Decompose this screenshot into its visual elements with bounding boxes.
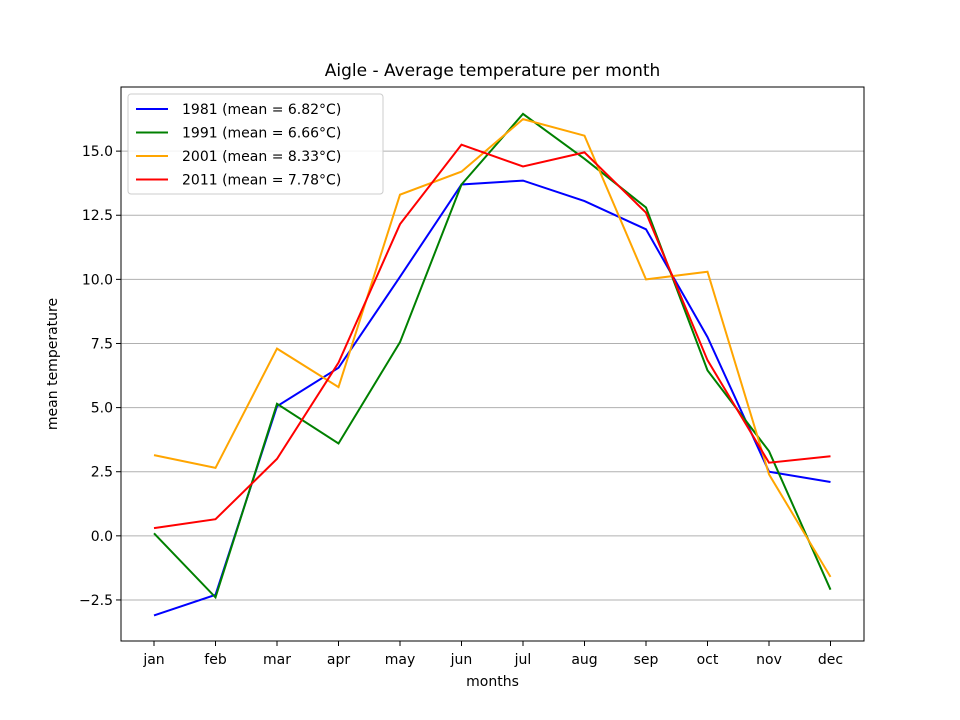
x-tick-label: jul xyxy=(514,652,532,668)
x-tick-label: mar xyxy=(263,652,291,668)
y-tick-label: 0.0 xyxy=(91,529,113,545)
x-tick-label: jan xyxy=(142,652,164,668)
series-line xyxy=(153,117,832,578)
series-line xyxy=(153,143,831,530)
legend-box xyxy=(127,93,384,195)
x-tick-label: feb xyxy=(204,652,227,668)
x-axis-label: months xyxy=(466,674,519,690)
x-tick-label: oct xyxy=(697,652,719,668)
x-tick-label: jun xyxy=(450,652,473,668)
y-tick-label: 15.0 xyxy=(82,144,113,160)
x-axis: jan feb mar apr may jun jul aug sep oct nov dec xyxy=(142,641,843,668)
series-layer xyxy=(153,112,832,617)
x-tick-label: nov xyxy=(756,652,782,668)
y-tick-label: 12.5 xyxy=(82,208,113,224)
legend-entry-label: 2001 (mean = 8.33°C) xyxy=(182,149,341,165)
y-tick-label: 2.5 xyxy=(91,465,113,481)
x-tick-label: sep xyxy=(634,652,659,668)
legend-entry-label: 2011 (mean = 7.78°C) xyxy=(182,173,341,189)
x-tick-label: apr xyxy=(327,652,350,668)
y-axis: −2.5 0.0 2.5 5.0 7.5 10.0 12.5 15.0 xyxy=(79,144,121,609)
chart-title: Aigle - Average temperature per month xyxy=(325,61,661,81)
y-tick-label: 5.0 xyxy=(91,401,113,417)
y-tick-label: 7.5 xyxy=(91,336,113,352)
plot-frame xyxy=(120,86,865,642)
x-tick-label: aug xyxy=(571,652,597,668)
y-tick-label: 10.0 xyxy=(82,272,113,288)
series-line xyxy=(153,112,832,600)
legend: 1981 (mean = 6.82°C) 1991 (mean = 6.66°C)… xyxy=(127,93,384,195)
y-tick-label: −2.5 xyxy=(79,593,113,609)
x-tick-label: may xyxy=(385,652,416,668)
y-axis-label: mean temperature xyxy=(45,298,61,430)
legend-entry-label: 1991 (mean = 6.66°C) xyxy=(182,126,341,142)
x-tick-label: dec xyxy=(818,652,843,668)
legend-entry-label: 1981 (mean = 6.82°C) xyxy=(182,102,341,118)
